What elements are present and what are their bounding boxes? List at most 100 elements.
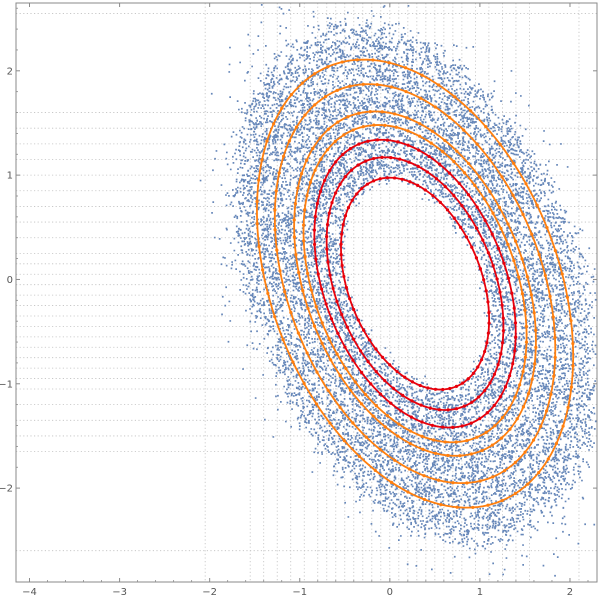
- curve-marker: [325, 234, 329, 239]
- curve-marker: [465, 481, 469, 485]
- curve-marker: [478, 267, 483, 271]
- curve-marker: [531, 438, 536, 442]
- curve-marker: [326, 388, 330, 392]
- curve-marker: [388, 401, 393, 405]
- curve-marker: [569, 319, 573, 323]
- curve-marker: [338, 182, 342, 186]
- curve-marker: [490, 443, 494, 447]
- curve-marker: [328, 421, 332, 425]
- curve-marker: [446, 453, 450, 458]
- curve-marker: [342, 439, 346, 443]
- curve-marker: [333, 139, 337, 144]
- curve-marker: [335, 352, 339, 356]
- curve-marker: [313, 168, 317, 172]
- curve-marker: [524, 324, 528, 329]
- curve-marker: [349, 168, 354, 172]
- curve-marker: [357, 142, 361, 146]
- curve-marker: [343, 214, 348, 218]
- curve-marker: [513, 395, 517, 399]
- curve-marker: [477, 175, 482, 179]
- curve-marker: [512, 259, 516, 263]
- x-tick-label: 0: [387, 587, 393, 598]
- curve-marker: [566, 405, 570, 409]
- curve-marker: [375, 82, 379, 87]
- curve-marker: [266, 291, 270, 295]
- curve-marker: [341, 222, 345, 227]
- curve-marker: [363, 392, 368, 397]
- curve-marker: [451, 425, 455, 429]
- curve-marker: [406, 490, 410, 494]
- curve-marker: [486, 331, 490, 335]
- curve-marker: [490, 232, 494, 236]
- curve-marker: [549, 392, 553, 396]
- curve-marker: [389, 480, 394, 484]
- curve-marker: [383, 379, 387, 383]
- curve-marker: [287, 139, 291, 143]
- curve-marker: [454, 407, 459, 411]
- curve-marker: [526, 392, 531, 396]
- curve-marker: [393, 176, 397, 180]
- curve-series-7: [255, 58, 575, 510]
- curve-marker: [476, 395, 481, 399]
- y-tick-label: −2: [0, 484, 13, 495]
- curve-series-1: [339, 176, 491, 392]
- curve-marker: [554, 441, 559, 446]
- curve-marker: [305, 194, 309, 198]
- curve-marker: [553, 335, 557, 340]
- curve-marker: [460, 204, 464, 208]
- curve-marker: [495, 277, 499, 281]
- curve-marker: [292, 235, 296, 239]
- curve-marker: [481, 238, 485, 242]
- curve-marker: [303, 208, 307, 212]
- curve-marker: [364, 159, 368, 163]
- curve-marker: [544, 409, 549, 413]
- curve-marker: [420, 73, 424, 77]
- curve-marker: [281, 154, 286, 158]
- curve-marker: [400, 177, 404, 181]
- curve-marker: [457, 181, 461, 186]
- curve-marker: [539, 424, 543, 428]
- curve-marker: [484, 125, 488, 129]
- curve-marker: [534, 328, 538, 332]
- curve-marker: [398, 157, 402, 161]
- curve-series-6: [273, 82, 557, 485]
- curve-marker: [355, 192, 359, 196]
- curve-marker: [471, 371, 475, 375]
- curve-marker: [326, 260, 330, 264]
- curve-marker: [466, 377, 470, 381]
- curve-marker: [348, 296, 352, 301]
- curve-marker: [560, 272, 564, 276]
- curve-marker: [335, 299, 339, 304]
- curve-marker: [388, 363, 392, 367]
- curve-marker: [405, 116, 409, 120]
- curve-marker: [320, 341, 324, 345]
- curve-marker: [366, 360, 370, 364]
- curve-marker: [439, 502, 443, 507]
- curve-marker: [359, 370, 364, 375]
- curve-series-4: [302, 123, 529, 444]
- curve-marker: [340, 263, 344, 268]
- curve-marker: [513, 239, 518, 243]
- curve-marker: [448, 116, 452, 120]
- curve-marker: [455, 505, 459, 509]
- curve-marker: [393, 458, 397, 462]
- curve-marker: [486, 503, 490, 507]
- curve-marker: [537, 471, 541, 475]
- y-tick-label: 2: [7, 66, 13, 77]
- curve-marker: [314, 257, 318, 261]
- curve-marker: [493, 424, 497, 428]
- curve-marker: [296, 331, 300, 335]
- curve-marker: [535, 203, 539, 207]
- curve-marker: [508, 374, 512, 378]
- curve-marker: [326, 65, 330, 69]
- curve-marker: [520, 257, 524, 261]
- curve-marker: [466, 161, 471, 166]
- curve-marker: [312, 228, 317, 232]
- curve-marker: [401, 393, 405, 397]
- curve-marker: [261, 268, 265, 272]
- curve-marker: [325, 148, 330, 152]
- curve-marker: [492, 372, 497, 376]
- curve-marker: [483, 218, 487, 222]
- curve-marker: [395, 369, 399, 374]
- curve-marker: [380, 110, 384, 114]
